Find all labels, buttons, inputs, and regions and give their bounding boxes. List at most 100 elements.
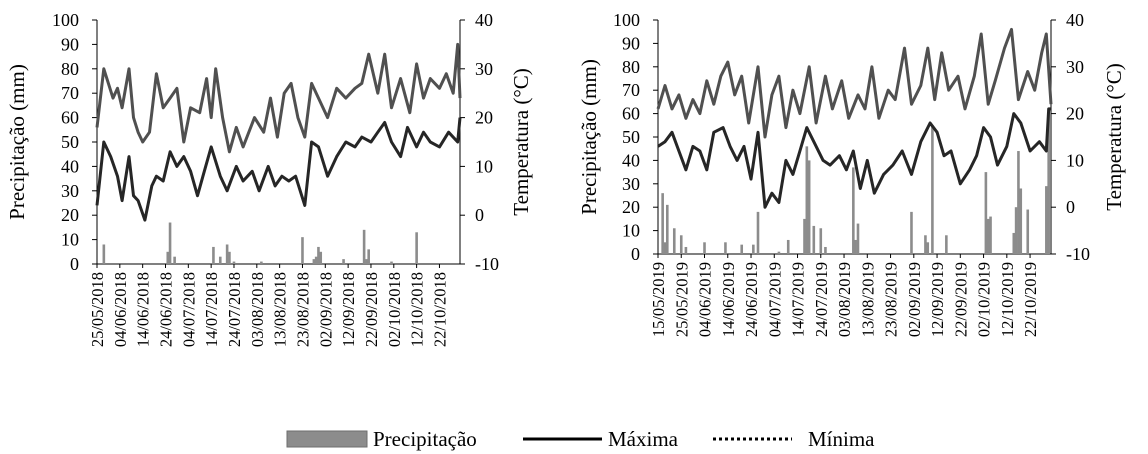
- precipitation-bar: [786, 239, 790, 254]
- precipitation-bar: [342, 259, 345, 264]
- y-tick-label: 30: [622, 174, 640, 194]
- precipitation-bar: [1012, 232, 1016, 254]
- y-axis-title: Precipitação (mm): [577, 59, 601, 215]
- precipitation-bar: [931, 125, 934, 254]
- precipitation-bar: [362, 229, 366, 264]
- legend-precipitation-label: Precipitação: [373, 427, 477, 451]
- precipitation-bar: [984, 172, 988, 254]
- precipitation-bar: [805, 146, 809, 254]
- y-tick-label: 40: [61, 156, 79, 176]
- x-tick-label: 22/09/2018: [362, 272, 381, 347]
- precipitation-bar: [803, 218, 806, 254]
- precipitation-bar: [173, 256, 176, 264]
- precipitation-bar: [752, 244, 755, 254]
- precipitation-bar: [168, 222, 172, 264]
- y2-tick-label: 20: [1066, 104, 1084, 124]
- x-tick-label: 04/06/2019: [696, 262, 715, 337]
- x-tick-label: 14/06/2019: [719, 262, 738, 337]
- x-tick-label: 02/10/2019: [975, 262, 994, 337]
- precipitation-bar: [317, 246, 320, 264]
- precipitation-bar: [1047, 108, 1050, 254]
- legend-maxima-label: Máxima: [608, 427, 679, 451]
- y-tick-label: 20: [61, 205, 79, 225]
- precipitation-bar: [166, 251, 170, 264]
- x-tick-label: 24/07/2018: [225, 272, 244, 347]
- precipitation-bar: [1026, 209, 1030, 254]
- precipitation-bar: [679, 235, 683, 254]
- legend-minima-label: Mínima: [808, 427, 875, 451]
- precipitation-bar: [365, 259, 368, 264]
- x-tick-label: 24/06/2018: [156, 272, 175, 347]
- x-tick-label: 25/05/2018: [88, 272, 107, 347]
- y-tick-label: 70: [61, 83, 79, 103]
- precipitation-bar: [319, 251, 323, 264]
- precipitation-bar: [926, 242, 930, 254]
- precipitation-bar: [724, 242, 727, 254]
- x-tick-label: 04/07/2018: [179, 272, 198, 347]
- precipitation-bar: [666, 204, 669, 254]
- precipitation-bar: [1017, 151, 1020, 254]
- precipitation-bar: [232, 261, 236, 264]
- precipitation-bar: [301, 237, 304, 264]
- x-tick-label: 12/09/2019: [928, 262, 947, 337]
- precipitation-bar: [910, 211, 913, 254]
- precipitation-bar: [684, 246, 688, 254]
- precipitation-bar: [102, 244, 106, 264]
- x-tick-label: 04/06/2018: [111, 272, 130, 347]
- precipitation-bar: [945, 235, 948, 254]
- x-tick-label: 02/09/2019: [905, 262, 924, 337]
- precipitation-bar: [819, 228, 823, 254]
- y-tick-label: 60: [61, 108, 79, 128]
- precipitation-bar: [312, 259, 316, 264]
- y2-tick-label: 40: [475, 10, 493, 30]
- y-tick-label: 30: [61, 181, 79, 201]
- precipitation-bar: [807, 160, 811, 254]
- x-tick-label: 04/07/2019: [765, 262, 784, 337]
- precipitation-bar: [367, 249, 370, 264]
- y-tick-label: 100: [52, 10, 79, 30]
- precipitation-bar: [218, 256, 222, 264]
- y-tick-label: 80: [622, 57, 640, 77]
- precipitation-bar: [777, 251, 781, 254]
- precipitation-bar: [986, 218, 990, 254]
- x-tick-label: 13/08/2019: [858, 262, 877, 337]
- precipitation-bar: [663, 242, 667, 254]
- x-tick-label: 14/07/2019: [789, 262, 808, 337]
- x-tick-label: 15/05/2019: [649, 262, 668, 337]
- precipitation-bar: [390, 261, 393, 264]
- x-tick-label: 22/10/2019: [1021, 262, 1040, 337]
- x-tick-label: 14/06/2018: [134, 272, 153, 347]
- y2-axis-title: Temperatura (°C): [509, 68, 533, 215]
- y-tick-label: 0: [631, 244, 640, 264]
- precipitation-bar: [812, 225, 816, 254]
- precipitation-bar: [924, 235, 927, 254]
- y2-tick-label: -10: [475, 254, 499, 274]
- y2-tick-label: -10: [1066, 244, 1090, 264]
- precipitation-bar: [672, 228, 676, 254]
- y-tick-label: 20: [622, 197, 640, 217]
- y2-tick-label: 30: [475, 59, 493, 79]
- precipitation-bar: [989, 216, 992, 254]
- y-axis-title: Precipitação (mm): [5, 64, 29, 220]
- y-tick-label: 90: [61, 34, 79, 54]
- legend-precipitation-swatch: [286, 430, 368, 448]
- x-tick-label: 02/10/2018: [385, 272, 404, 347]
- x-tick-label: 12/10/2018: [408, 272, 427, 347]
- precipitation-bar: [260, 261, 263, 264]
- precipitation-bar: [225, 244, 229, 264]
- x-tick-label: 23/08/2019: [882, 262, 901, 337]
- y2-tick-label: 0: [475, 205, 484, 225]
- x-tick-label: 25/05/2019: [672, 262, 691, 337]
- temperature-min-line: [657, 107, 1051, 209]
- y2-tick-label: 40: [1066, 10, 1084, 30]
- legend: Precipitação Máxima Mínima: [286, 427, 875, 451]
- precipitation-bar: [756, 211, 760, 254]
- x-tick-label: 22/09/2019: [951, 262, 970, 337]
- y2-tick-label: 10: [1066, 150, 1084, 170]
- x-tick-label: 23/08/2018: [293, 272, 312, 347]
- chart-2018: 0 10 20 30 40 50 60 70 80 90 100 -10 0 10 20 30 40 Precip…: [5, 10, 533, 347]
- precipitation-bar: [314, 256, 318, 264]
- x-tick-label: 22/10/2018: [430, 272, 449, 347]
- chart-2019: 0 10 20 30 40 50 60 70 80 90 100 -10 0 10 20 30 40 Precip…: [577, 10, 1126, 337]
